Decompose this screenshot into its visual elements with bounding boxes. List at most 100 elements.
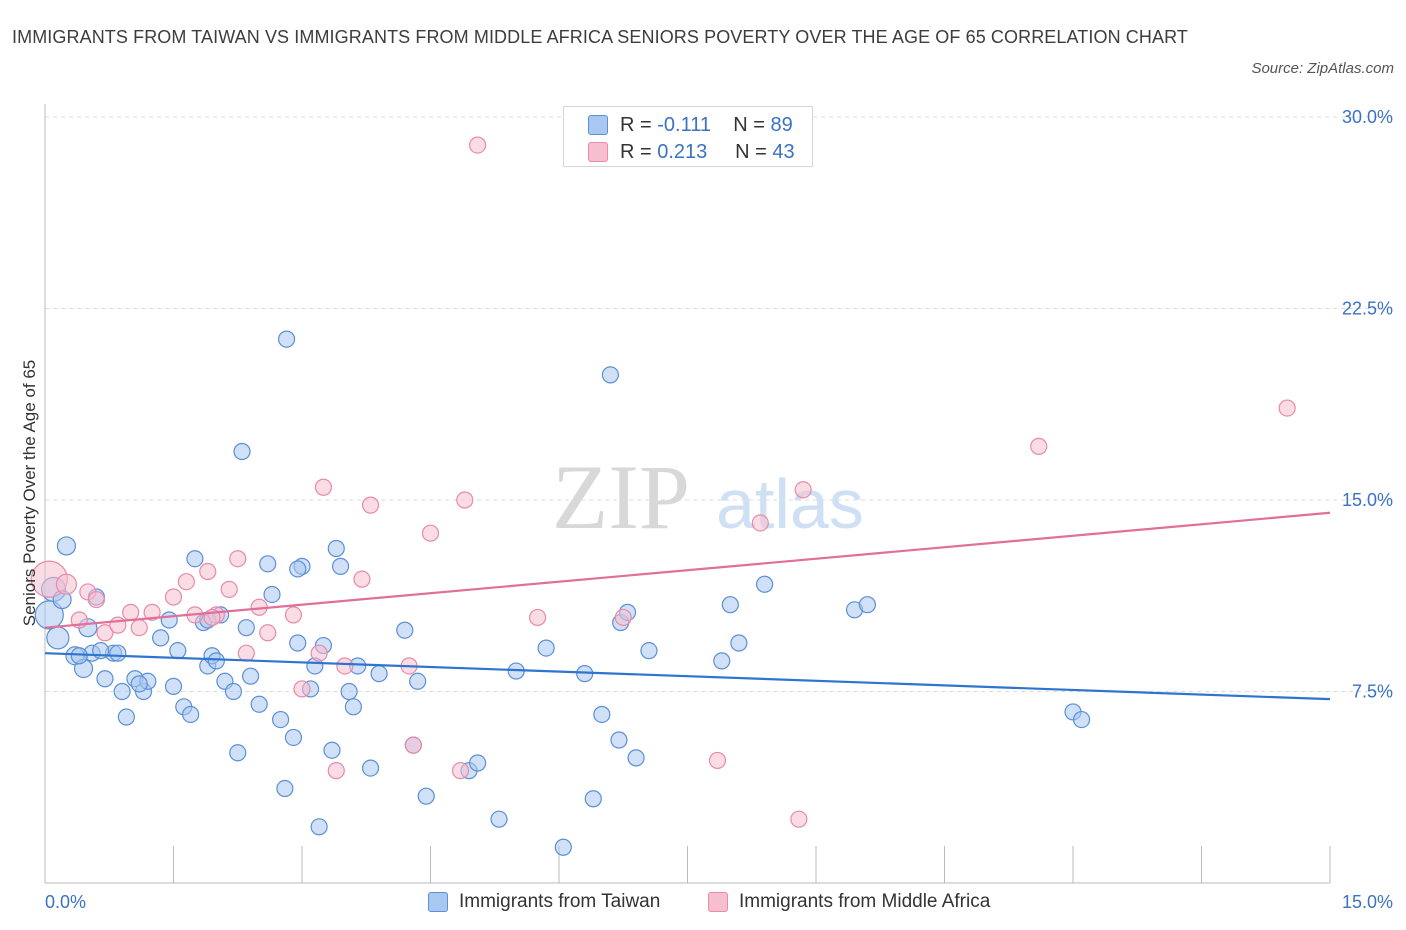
point-taiwan-51 <box>344 698 362 716</box>
x-tick-label-0: 0.0% <box>45 892 86 912</box>
point-taiwan-85 <box>289 560 307 578</box>
point-taiwan-18 <box>164 677 183 695</box>
point-africa-41 <box>1278 399 1296 417</box>
legend-label-taiwan: Immigrants from Taiwan <box>459 891 661 912</box>
point-africa-11 <box>177 573 195 591</box>
point-taiwan-57 <box>417 787 435 805</box>
point-africa-15 <box>220 580 238 598</box>
point-taiwan-60 <box>490 810 508 828</box>
y-tick-labels: 7.5% 15.0% 22.5% 30.0% <box>1342 107 1393 702</box>
correlation-legend: R = -0.111 N = 89 R = 0.213 N = 43 <box>563 106 813 167</box>
x-tick-label-1: 15.0% <box>1342 892 1393 912</box>
point-africa-37 <box>751 514 769 532</box>
point-africa-5 <box>96 624 114 642</box>
trend-line-africa <box>44 511 1331 629</box>
point-africa-38 <box>790 810 808 828</box>
point-taiwan-35 <box>259 555 277 573</box>
point-taiwan-31 <box>233 442 251 461</box>
point-taiwan-72 <box>640 642 658 660</box>
n-value-taiwan: 89 <box>770 114 793 136</box>
point-taiwan-88 <box>70 647 88 665</box>
point-taiwan-87 <box>109 644 127 662</box>
point-africa-4 <box>87 590 106 609</box>
point-taiwan-26 <box>207 652 225 670</box>
point-taiwan-65 <box>584 790 602 808</box>
point-taiwan-9 <box>96 670 114 688</box>
series-taiwan-points <box>34 330 1091 856</box>
point-africa-24 <box>327 762 345 780</box>
y-tick-label-0: 7.5% <box>1352 682 1393 702</box>
point-africa-9 <box>143 603 161 621</box>
x-tick-marks <box>173 846 1331 883</box>
point-taiwan-68 <box>610 731 628 749</box>
trend-lines <box>44 511 1331 701</box>
point-taiwan-76 <box>755 575 774 593</box>
y-tick-label-2: 22.5% <box>1342 299 1393 319</box>
legend-swatch-africa-bottom <box>708 892 728 912</box>
point-taiwan-33 <box>242 667 260 685</box>
legend-swatch-taiwan <box>588 115 608 135</box>
point-taiwan-1 <box>34 600 64 630</box>
point-taiwan-53 <box>370 665 388 683</box>
r-value-africa: 0.213 <box>657 141 708 163</box>
legend-swatch-africa <box>588 142 608 162</box>
point-africa-39 <box>794 481 812 499</box>
point-taiwan-45 <box>310 818 328 836</box>
point-taiwan-30 <box>229 744 247 762</box>
watermark-atlas: atlas <box>716 465 864 543</box>
point-taiwan-11 <box>113 682 131 701</box>
point-taiwan-74 <box>721 596 739 614</box>
point-taiwan-62 <box>537 639 555 657</box>
point-taiwan-48 <box>327 539 345 558</box>
point-taiwan-2 <box>46 626 70 650</box>
point-taiwan-56 <box>409 672 427 690</box>
point-taiwan-54 <box>396 621 414 639</box>
point-taiwan-49 <box>331 557 350 575</box>
point-taiwan-59 <box>469 754 487 772</box>
series-africa-points <box>30 136 1296 828</box>
point-africa-22 <box>310 644 328 662</box>
point-taiwan-16 <box>152 629 170 647</box>
point-africa-21 <box>293 680 311 698</box>
point-taiwan-21 <box>182 705 200 724</box>
point-africa-16 <box>229 550 247 568</box>
point-africa-33 <box>469 136 487 154</box>
point-taiwan-78 <box>858 596 877 614</box>
point-africa-27 <box>361 496 380 514</box>
point-africa-20 <box>284 606 303 624</box>
point-taiwan-32 <box>237 619 255 637</box>
point-africa-30 <box>421 524 440 542</box>
point-taiwan-29 <box>224 682 243 701</box>
point-taiwan-37 <box>271 710 290 729</box>
point-africa-29 <box>404 736 422 754</box>
point-africa-17 <box>237 644 255 662</box>
point-taiwan-38 <box>276 779 294 798</box>
point-taiwan-3 <box>56 536 77 556</box>
point-taiwan-80 <box>1072 710 1091 729</box>
point-taiwan-40 <box>284 728 303 747</box>
point-africa-36 <box>708 751 727 770</box>
x-tick-labels: 0.0% 15.0% <box>45 892 1393 912</box>
legend-swatch-taiwan-bottom <box>428 892 448 912</box>
point-taiwan-19 <box>169 642 187 660</box>
point-africa-1 <box>55 573 78 595</box>
watermark-zip: ZIP <box>552 446 690 548</box>
point-africa-10 <box>164 588 183 606</box>
point-africa-7 <box>122 603 140 621</box>
chart-title: IMMIGRANTS FROM TAIWAN VS IMMIGRANTS FRO… <box>12 27 1188 47</box>
point-taiwan-73 <box>713 652 731 670</box>
point-africa-6 <box>109 616 127 634</box>
point-africa-8 <box>130 619 148 637</box>
point-africa-25 <box>336 657 354 675</box>
y-tick-label-3: 30.0% <box>1342 107 1393 127</box>
point-africa-19 <box>259 624 277 642</box>
point-taiwan-36 <box>263 585 281 604</box>
point-taiwan-41 <box>289 634 307 652</box>
point-taiwan-63 <box>554 838 572 856</box>
point-taiwan-75 <box>730 634 748 652</box>
grid-lines <box>45 116 1392 692</box>
point-africa-35 <box>614 608 632 627</box>
point-taiwan-50 <box>340 682 358 701</box>
point-taiwan-17 <box>160 611 178 629</box>
